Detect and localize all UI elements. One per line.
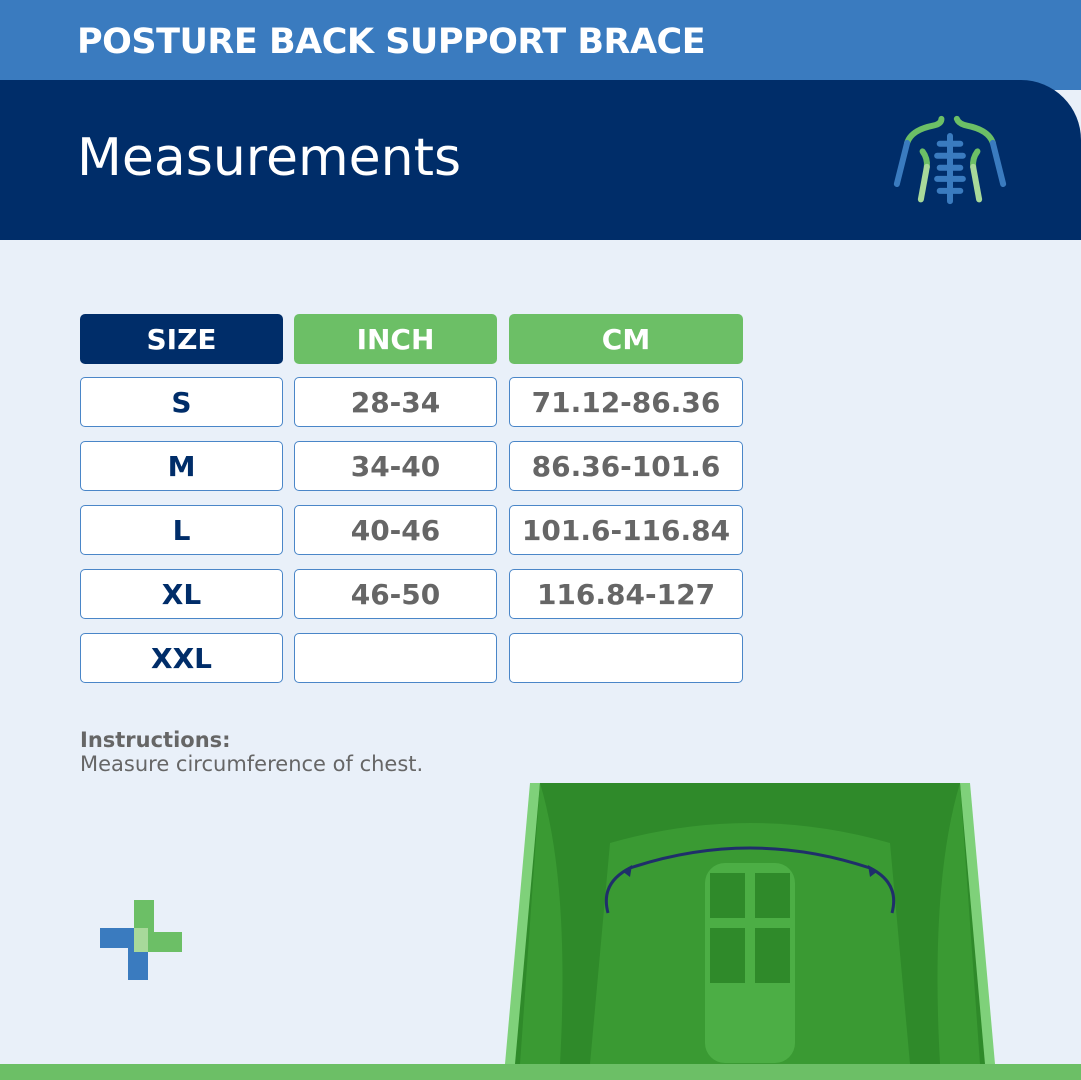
column-header: SIZE (80, 314, 283, 364)
medical-cross-logo (100, 900, 182, 980)
table-cell-size: XL (80, 569, 283, 619)
table-cell-inch: 34-40 (294, 441, 497, 491)
column-header: INCH (294, 314, 497, 364)
table-cell-cm: 101.6-116.84 (509, 505, 743, 555)
page-title: Measurements (77, 128, 462, 188)
instructions: Instructions: Measure circumference of c… (80, 728, 423, 776)
top-banner: POSTURE BACK SUPPORT BRACE (0, 0, 1081, 90)
table-cell-cm: 116.84-127 (509, 569, 743, 619)
instructions-label: Instructions: (80, 728, 231, 752)
table-cell-size: L (80, 505, 283, 555)
spine-icon (893, 115, 1007, 205)
table-cell-inch: 46-50 (294, 569, 497, 619)
table-cell-size: XXL (80, 633, 283, 683)
brand-title: POSTURE BACK SUPPORT BRACE (77, 22, 706, 62)
table-cell-cm: 86.36-101.6 (509, 441, 743, 491)
table-cell-cm (509, 633, 743, 683)
table-cell-size: M (80, 441, 283, 491)
torso-illustration (505, 783, 995, 1064)
table-cell-cm: 71.12-86.36 (509, 377, 743, 427)
table-cell-size: S (80, 377, 283, 427)
table-cell-inch: 28-34 (294, 377, 497, 427)
table-cell-inch: 40-46 (294, 505, 497, 555)
instructions-text: Measure circumference of chest. (80, 752, 424, 776)
column-header: CM (509, 314, 743, 364)
table-cell-inch (294, 633, 497, 683)
bottom-bar (0, 1064, 1081, 1080)
